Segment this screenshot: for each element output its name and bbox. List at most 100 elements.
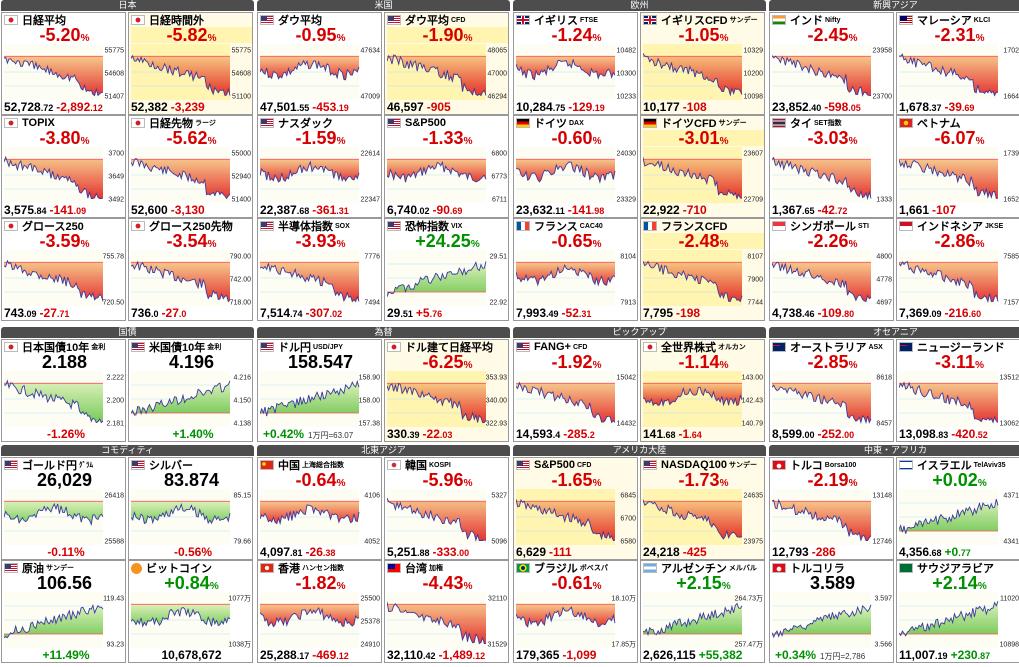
flag-icon (643, 15, 657, 25)
market-tile[interactable]: タイ SET指数 -3.03% 1333 1,367.65 -42.72 (769, 115, 894, 218)
market-tile[interactable]: ドイツ DAX -0.60% 24030 23329 23,632.11 -141.98 (513, 115, 638, 218)
change-decimal: .69 (961, 103, 975, 113)
market-tile[interactable]: 全世界株式 オルカン -1.14% 143.00 142.43 140.79 141.68-… (640, 339, 765, 442)
change-unit: % (207, 239, 217, 250)
market-tile[interactable]: グロース250先物 -3.54% 790.00 742.00 718.00 736.0 -2… (128, 218, 253, 321)
price-decimal: .74 (290, 309, 303, 319)
market-tile[interactable]: FANG+ CFD -1.92% 15042 14432 14,593.4 -285.2 (513, 339, 638, 442)
market-tile[interactable]: S&P500 CFD -1.65% 6845 6700 6580 6,629 -111 (513, 457, 638, 560)
axis-tick-label: 3649 (108, 174, 124, 181)
index-sublabel: ボベスパ (579, 565, 608, 572)
axis-tick-label: 48065 (488, 48, 508, 55)
intraday-chart: 4371 4341 (899, 489, 1019, 545)
change-decimal: .31 (578, 309, 592, 319)
change-main: -2,892 (56, 100, 91, 114)
market-tile[interactable]: ブラジル ボベスパ -0.61% 18.10万 17.85万 179,365 -1,099 (513, 560, 638, 663)
axis-tick-label: 10300 (617, 71, 637, 78)
change-percent: -5.62% (131, 129, 252, 147)
price-line (643, 260, 743, 303)
axis-tick-label: 25378 (361, 619, 381, 626)
change-decimal: .71 (56, 309, 70, 319)
price-line (772, 156, 872, 201)
market-tile[interactable]: ナスダック -1.59% 22614 22347 22,387.68 -361.31 (257, 115, 382, 218)
price: 1,661 (899, 203, 929, 217)
price: 52,382 (131, 100, 168, 114)
market-tile[interactable]: ダウ平均 CFD -1.90% 48065 47000 46294 46,597 -905 (384, 12, 509, 115)
index-name: サウジアラビア (917, 563, 994, 575)
market-tile[interactable]: イスラエル TelAviv35 +0.02% 4371 4341 4,356.68 +0.7… (896, 457, 1019, 560)
market-tile[interactable]: TOPIX -3.80% 3700 3649 3492 3,575.84 -141.09 (1, 115, 126, 218)
price-change: -453.19 (312, 100, 349, 114)
market-tile[interactable]: シンガポール STI -2.26% 4800 4778 4697 4,738.46 -109.… (769, 218, 894, 321)
market-tile[interactable]: ビットコイン +0.84% 1077万 1038万 10,678,672 (128, 560, 253, 663)
change-unit: % (848, 33, 858, 44)
tile-footer: 47,501.55 -453.19 (260, 100, 381, 114)
market-tile[interactable]: アルゼンチン メルバル +2.15% 264.73万 257.47万 2,626,115 +… (640, 560, 765, 663)
market-tile[interactable]: ダウ平均 -0.95% 47634 47009 47,501.55 -453.19 (257, 12, 382, 115)
tile-footer: 10,177 -108 (643, 100, 764, 114)
flag-icon (131, 118, 145, 128)
change-percent: -0.64% (260, 471, 381, 489)
market-tile[interactable]: 香港 ハンセン指数 -1.82% 25500 25378 24910 25,288.17 -4… (257, 560, 382, 663)
market-tile[interactable]: イギリスCFD サンデー -1.05% 10329 10200 10098 10,177 -1… (640, 12, 765, 115)
intraday-chart: 7585 7157 (899, 250, 1019, 306)
axis-tick-label: 51100 (232, 94, 251, 101)
market-tile[interactable]: 台湾 加権 -4.43% 32110 31529 32,110.42 -1,489.12 (384, 560, 509, 663)
price-change: -1.26% (47, 427, 85, 441)
market-tile[interactable]: ニュージーランド -3.11% 13512 13062 13,098.83 -420.52 (896, 339, 1019, 442)
market-tile[interactable]: ドル建て日経平均 -6.25% 353.93 340.00 322.93 330.39 -2… (384, 339, 509, 442)
market-tile[interactable]: 恐怖指数 VIX +24.25% 29.51 22.92 29.51 +5.76 (384, 218, 509, 321)
price-main: 2,626,115 (643, 648, 696, 662)
price-change: -598.05 (824, 100, 861, 114)
market-tile[interactable]: NASDAQ100 サンデー -1.73% 24635 23975 24,218 -425 (640, 457, 765, 560)
market-tile[interactable]: S&P500 -1.33% 6800 6773 6711 6,740.02 -90.69 (384, 115, 509, 218)
change-decimal: .69 (449, 206, 463, 216)
change-percent: -2.31% (899, 26, 1019, 44)
axis-tick-label: 10329 (744, 48, 764, 55)
market-tile[interactable]: 米国債10年 金利 4.196 4.216 4.150 4.138 +1.40% (128, 339, 253, 442)
market-tile[interactable]: フランスCFD -2.48% 8107 7900 7744 7,795 -198 (640, 218, 765, 321)
market-tile[interactable]: ベトナム -6.07% 1739 1652 1,661 -107 (896, 115, 1019, 218)
price-main: 14,593 (516, 427, 553, 441)
tile-name: 日経平均 (4, 14, 68, 27)
market-tile[interactable]: 日経平均 -5.20% 55775 54608 51407 52,728.72 -2,892… (1, 12, 126, 115)
market-tile[interactable]: サウジアラビア +2.14% 11020 10898 11,007.19 +230.87 (896, 560, 1019, 663)
market-tile[interactable]: オーストラリア ASX -2.85% 8618 8457 8,599.00 -252.00 (769, 339, 894, 442)
price: 330.39 (387, 427, 420, 441)
market-tile[interactable]: 韓国 KOSPI -5.96% 5327 5096 5,251.88 -333.00 (384, 457, 509, 560)
market-tile[interactable]: マレーシア KLCI -2.31% 1702 1664 1,678.37 -39.69 (896, 12, 1019, 115)
market-tile[interactable]: イギリス FTSE -1.24% 10482 10300 10233 10,284.75 -1… (513, 12, 638, 115)
market-tile[interactable]: シルバー 83.874 85.15 79.66 -0.56% (128, 457, 253, 560)
price-decimal: .09 (929, 309, 942, 319)
price-change: -107 (932, 203, 956, 217)
axis-tick-label: 322.93 (486, 421, 508, 428)
price-change: -252.00 (818, 427, 855, 441)
market-tile[interactable]: 日本国債10年 金利 2.188 2.222 2.200 2.181 -1.26% (1, 339, 126, 442)
market-tile[interactable]: フランス CAC40 -0.65% 8104 7913 7,993.49 -52.31 (513, 218, 638, 321)
change-percent: -4.43% (387, 574, 508, 592)
change-decimal: .00 (456, 548, 470, 558)
price: 141.68 (643, 427, 676, 441)
price-line (131, 54, 231, 97)
market-tile[interactable]: 半導体指数 SOX -3.93% 7776 7494 7,514.74 -307.02 (257, 218, 382, 321)
market-tile[interactable]: ドイツCFD サンデー -3.01% 23607 22709 22,922 -710 (640, 115, 765, 218)
price-change: +5.76 (416, 306, 442, 320)
market-tile[interactable]: インドネシア JKSE -2.86% 7585 7157 7,369.09 -216.60 (896, 218, 1019, 321)
market-tile[interactable]: 日経先物 ラージ -5.62% 55000 52940 51400 52,600 -3,130 (128, 115, 253, 218)
market-tile[interactable]: 日経時間外 -5.82% 55775 54608 51100 52,382 -3,239 (128, 12, 253, 115)
market-tile[interactable]: 中国 上海総合指数 -0.64% 4106 4052 4,097.81 -26.38 (257, 457, 382, 560)
market-tile[interactable]: グロース250 -3.59% 755.78 720.50 743.09 -27.71 (1, 218, 126, 321)
market-tile[interactable]: トルコリラ 3.589 3.597 3.566 +0.34% 1万円=2,786 (769, 560, 894, 663)
market-tile[interactable]: インド Nifty -2.45% 23958 23700 23,852.40 -598.05 (769, 12, 894, 115)
market-tile[interactable]: ゴールド円 ｸﾞﾗﾑ 26,029 26418 25588 -0.11% (1, 457, 126, 560)
change-decimal: .09 (73, 206, 87, 216)
tile-footer: 743.09 -27.71 (4, 306, 125, 320)
change-percent: -3.01% (643, 129, 764, 147)
market-tile[interactable]: ドル円 USD/JPY 158.547 158.90 158.00 157.38 +0.42… (257, 339, 382, 442)
tile-footer: 11,007.19 +230.87 (899, 648, 1019, 662)
market-tile[interactable]: トルコ Borsa100 -2.19% 13148 12746 12,793 -286 (769, 457, 894, 560)
price-main: 736 (131, 306, 152, 320)
flag-icon (772, 342, 786, 352)
market-tile[interactable]: 原油 サンデー 106.56 119.43 93.23 +11.49% (1, 560, 126, 663)
axis-tick-label: 157.38 (359, 421, 381, 428)
